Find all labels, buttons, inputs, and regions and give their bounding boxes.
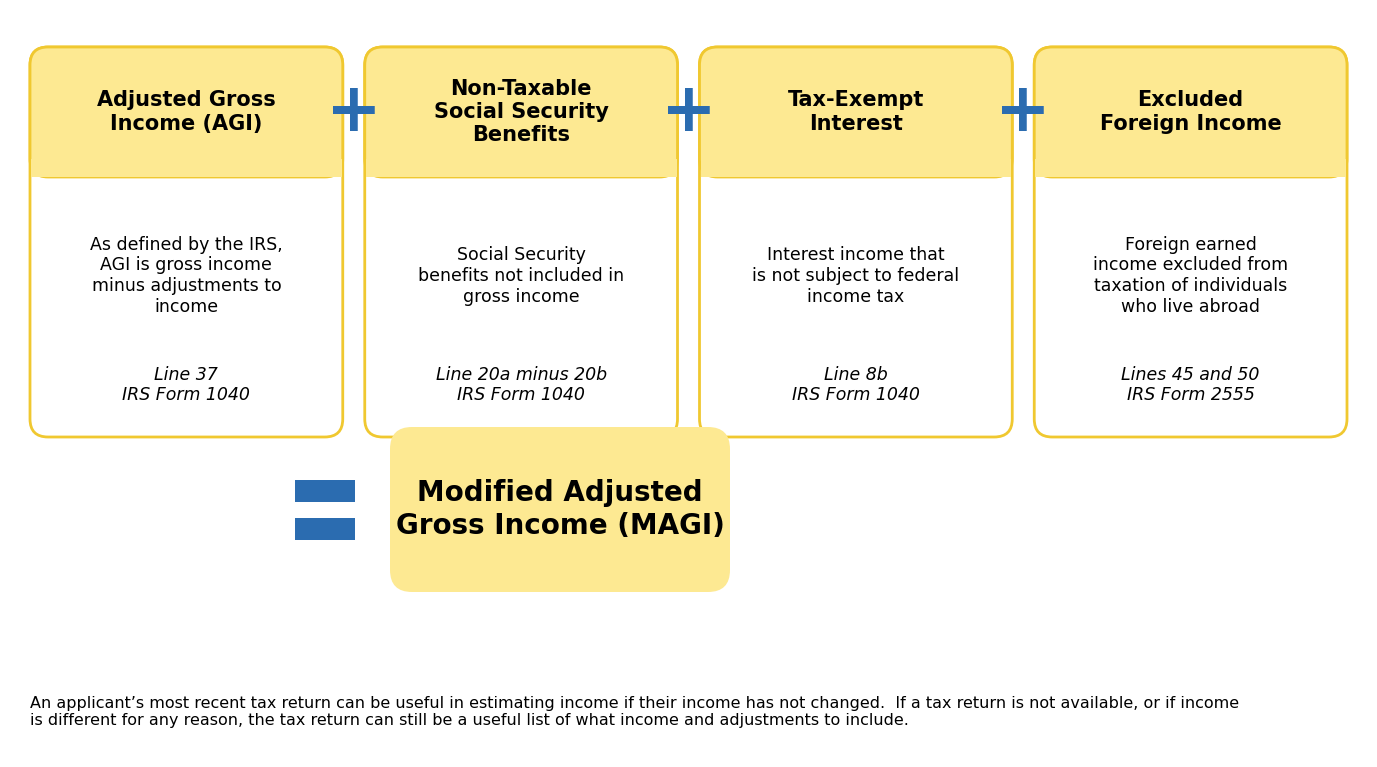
Text: As defined by the IRS,
AGI is gross income
minus adjustments to
income: As defined by the IRS, AGI is gross inco… bbox=[90, 235, 282, 316]
FancyBboxPatch shape bbox=[700, 47, 1012, 437]
Text: +: + bbox=[996, 79, 1051, 145]
FancyBboxPatch shape bbox=[390, 427, 730, 592]
Text: Social Security
benefits not included in
gross income: Social Security benefits not included in… bbox=[419, 246, 624, 305]
FancyBboxPatch shape bbox=[365, 47, 677, 177]
FancyBboxPatch shape bbox=[30, 47, 343, 177]
Bar bbox=[32, 159, 341, 177]
Text: Lines 45 and 50
IRS Form 2555: Lines 45 and 50 IRS Form 2555 bbox=[1121, 366, 1260, 404]
FancyBboxPatch shape bbox=[700, 47, 1012, 177]
Bar bbox=[366, 159, 676, 177]
FancyBboxPatch shape bbox=[1034, 47, 1347, 437]
Text: Excluded
Foreign Income: Excluded Foreign Income bbox=[1100, 91, 1282, 133]
Text: Modified Adjusted
Gross Income (MAGI): Modified Adjusted Gross Income (MAGI) bbox=[395, 479, 724, 540]
Bar bbox=[295, 518, 355, 540]
FancyBboxPatch shape bbox=[365, 47, 677, 437]
Text: Line 20a minus 20b
IRS Form 1040: Line 20a minus 20b IRS Form 1040 bbox=[435, 366, 607, 404]
Text: +: + bbox=[326, 79, 381, 145]
Text: +: + bbox=[661, 79, 716, 145]
Text: Tax-Exempt
Interest: Tax-Exempt Interest bbox=[788, 91, 924, 133]
Text: Foreign earned
income excluded from
taxation of individuals
who live abroad: Foreign earned income excluded from taxa… bbox=[1093, 235, 1289, 316]
Bar bbox=[701, 159, 1011, 177]
Text: Line 8b
IRS Form 1040: Line 8b IRS Form 1040 bbox=[792, 366, 920, 404]
Bar bbox=[295, 480, 355, 502]
Text: Interest income that
is not subject to federal
income tax: Interest income that is not subject to f… bbox=[752, 246, 960, 305]
FancyBboxPatch shape bbox=[1034, 47, 1347, 177]
Text: An applicant’s most recent tax return can be useful in estimating income if thei: An applicant’s most recent tax return ca… bbox=[30, 696, 1239, 728]
Text: Non-Taxable
Social Security
Benefits: Non-Taxable Social Security Benefits bbox=[434, 79, 609, 145]
Bar bbox=[1036, 159, 1345, 177]
Text: Adjusted Gross
Income (AGI): Adjusted Gross Income (AGI) bbox=[96, 91, 275, 133]
FancyBboxPatch shape bbox=[30, 47, 343, 437]
Text: Line 37
IRS Form 1040: Line 37 IRS Form 1040 bbox=[123, 366, 251, 404]
